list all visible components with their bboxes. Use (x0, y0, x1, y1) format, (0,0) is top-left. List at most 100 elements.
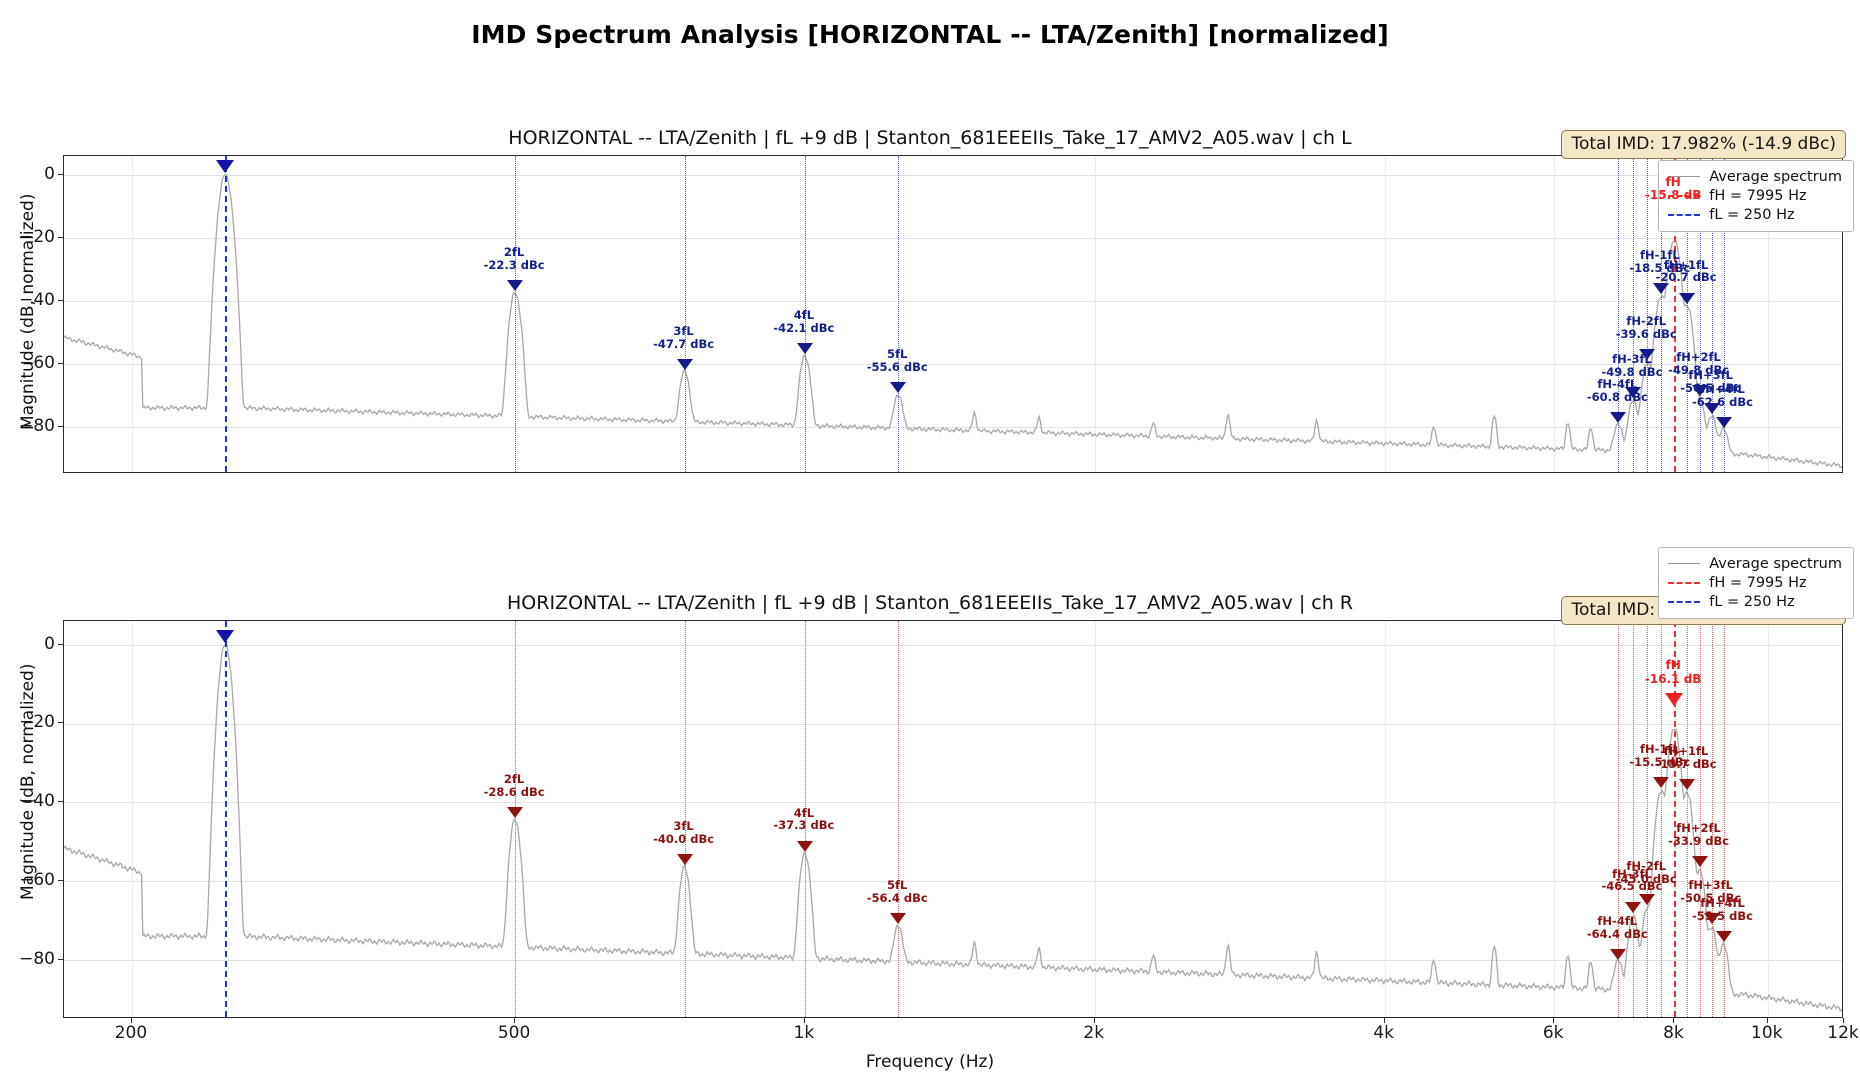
component-guide-line (1687, 156, 1689, 472)
legend-row[interactable]: fL = 250 Hz (1668, 592, 1842, 611)
component-guide-line (1687, 621, 1689, 1017)
component-guide-line (1660, 621, 1662, 1017)
component-marker-fh-4fl (1610, 948, 1627, 960)
legend-row[interactable]: fH = 7995 Hz (1668, 186, 1842, 205)
component-level: -28.6 dBc (483, 784, 545, 799)
fl-peak-marker (216, 159, 235, 173)
component-guide-line (1647, 621, 1649, 1017)
gridline-vertical (1094, 156, 1096, 472)
fl-marker-line (225, 156, 228, 472)
y-tick-label: −60 (19, 870, 55, 891)
component-label-fhplus1fl: fH+1fL -20.7 dBc (1656, 257, 1717, 285)
component-name: 3fL (673, 819, 694, 834)
component-label-3fl: 3fL -40.0 dBc (653, 820, 714, 846)
legend-row[interactable]: fH = 7995 Hz (1668, 573, 1842, 592)
x-tick-mark (514, 1018, 516, 1023)
y-tick-label: −20 (19, 226, 55, 247)
legend-label: fL = 250 Hz (1709, 206, 1795, 223)
component-name: fH+1fL (1663, 744, 1709, 759)
x-tick-label: 12k (1827, 1023, 1859, 1043)
component-label-fh-1fl: fH-1fL -15.5 dBc (1629, 743, 1690, 769)
component-level: -45.0 dBc (1615, 871, 1677, 886)
legend-row[interactable]: Average spectrum (1668, 167, 1842, 186)
gridline-horizontal (64, 723, 1842, 725)
component-name: fH+2fL (1676, 821, 1721, 836)
fl-peak-marker (216, 629, 235, 643)
y-axis-label-ch-r: Magnitude (dB, normalized) (18, 663, 38, 900)
gridline-horizontal (64, 300, 1842, 302)
component-label-5fl: 5fL -55.6 dBc (867, 348, 928, 374)
average-spectrum-trace (64, 643, 1842, 1012)
component-level: -55.5 dBc (1692, 908, 1753, 923)
component-guide-line (684, 156, 686, 472)
gridline-vertical (1094, 621, 1096, 1017)
component-level: -60.8 dBc (1586, 390, 1648, 405)
component-label-fh-3fl: fH-3fL -46.5 dBc (1601, 866, 1663, 894)
component-marker-fhplus2fl (1691, 385, 1708, 397)
legend-swatch-avg-icon (1668, 176, 1701, 177)
component-name: fH+3fL (1688, 878, 1733, 893)
fh-marker-line (1674, 156, 1677, 472)
component-level: -40.0 dBc (653, 832, 715, 847)
fh-level: -16.1 dB (1644, 671, 1702, 686)
x-tick-mark (1673, 1018, 1675, 1023)
legend-label: fH = 7995 Hz (1709, 574, 1807, 591)
component-level: -39.6 dBc (1615, 327, 1677, 342)
panel-title-ch-r: HORIZONTAL -- LTA/Zenith | fL +9 dB | St… (507, 592, 1353, 614)
component-marker-5fl (890, 382, 907, 394)
y-tick-label: −80 (19, 415, 55, 436)
y-tick-mark (58, 643, 63, 645)
x-axis-label: Frequency (Hz) (865, 1052, 995, 1072)
component-level: -46.5 dBc (1601, 879, 1663, 894)
component-name: 2fL (503, 245, 525, 259)
y-tick-label: −60 (19, 352, 55, 373)
component-guide-line (515, 621, 517, 1017)
component-marker-fh-2fl (1639, 349, 1656, 361)
component-name: fH+1fL (1663, 257, 1709, 272)
component-name: 3fL (673, 323, 694, 338)
component-guide-line (1723, 621, 1725, 1017)
component-label-fh-2fl: fH-2fL -39.6 dBc (1616, 315, 1677, 341)
component-label-fhplus2fl: fH+2fL -33.9 dBc (1668, 822, 1729, 848)
component-marker-fhplus4fl (1715, 931, 1732, 943)
component-marker-fh-1fl (1652, 283, 1669, 295)
fh-peak-marker (1665, 693, 1684, 707)
component-name: fH-4fL (1597, 913, 1638, 928)
component-name: 4fL (793, 307, 815, 322)
component-marker-fhplus4fl (1715, 416, 1732, 428)
legend-label: Average spectrum (1709, 168, 1842, 185)
fh-name: fH (1665, 174, 1681, 189)
x-tick-mark (1766, 1018, 1768, 1023)
component-level: -47.7 dBc (653, 336, 715, 351)
legend-ch-l: Average spectrum fH = 7995 Hz fL = 250 Hz (1658, 160, 1854, 232)
component-label-fh-2fl: fH-2fL -45.0 dBc (1615, 859, 1677, 886)
component-guide-line (1660, 156, 1662, 472)
gridline-vertical (132, 156, 133, 472)
component-label-fhplus4fl: fH+4fL -55.5 dBc (1692, 897, 1753, 923)
y-tick-mark (58, 173, 63, 175)
x-tick-mark (1553, 1018, 1555, 1023)
plot-area-ch-l (63, 155, 1843, 473)
component-marker-fhplus2fl (1691, 856, 1708, 868)
x-tick-mark (130, 1018, 132, 1023)
component-marker-3fl (676, 854, 693, 866)
component-name: fH+2fL (1676, 350, 1721, 365)
x-tick-mark (1383, 1018, 1385, 1023)
component-name: fH-1fL (1640, 742, 1680, 757)
legend-row[interactable]: fL = 250 Hz (1668, 205, 1842, 224)
legend-row[interactable]: Average spectrum (1668, 554, 1842, 573)
component-name: 5fL (887, 347, 908, 362)
component-label-5fl: 5fL -56.4 dBc (867, 879, 928, 905)
component-label-fhplus2fl: fH+2fL -49.8 dBc (1668, 351, 1729, 377)
component-marker-2fl (507, 280, 524, 291)
y-tick-label: 0 (44, 633, 55, 654)
legend-swatch-avg-icon (1668, 563, 1701, 564)
component-level: -37.3 dBc (773, 818, 835, 833)
component-guide-line (1711, 621, 1713, 1017)
component-name: fH-3fL (1612, 866, 1652, 881)
component-guide-line (684, 621, 686, 1017)
component-guide-line (1633, 156, 1634, 472)
component-level: -49.8 dBc (1601, 364, 1663, 379)
legend-ch-r: Average spectrum fH = 7995 Hz fL = 250 Hz (1658, 547, 1854, 619)
